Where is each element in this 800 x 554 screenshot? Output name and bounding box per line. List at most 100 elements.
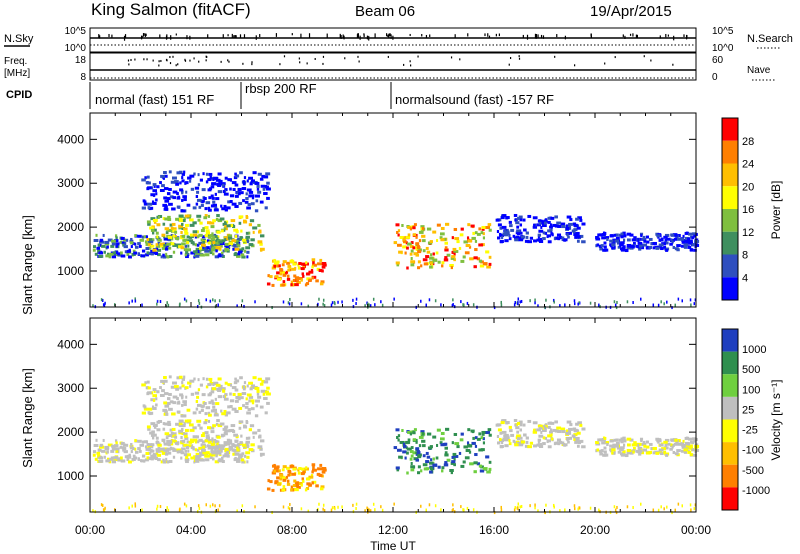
- velocity-cell: [167, 443, 172, 447]
- nsky-sample: [123, 35, 126, 41]
- velocity-cell: [213, 413, 219, 417]
- power-cell: [231, 202, 237, 206]
- power-cell: [516, 237, 522, 241]
- power-cell: [92, 245, 97, 249]
- power-cell: [167, 246, 172, 250]
- velocity-cell: [123, 447, 127, 451]
- power-cell: [614, 239, 620, 243]
- power-cell: [355, 297, 358, 301]
- power-cell: [229, 178, 233, 182]
- nsky-sample: [259, 34, 261, 38]
- power-cell: [202, 227, 205, 231]
- power-cell: [508, 220, 512, 224]
- velocity-cell: [655, 437, 660, 441]
- nsky-sample: [667, 34, 669, 37]
- power-cell: [374, 303, 376, 307]
- power-cell: [229, 194, 235, 198]
- velocity-cell: [190, 444, 194, 448]
- power-cell: [410, 241, 414, 245]
- velocity-cell: [488, 460, 492, 464]
- power-cell: [407, 225, 412, 229]
- power-cell: [112, 251, 116, 255]
- power-cell: [428, 298, 431, 302]
- power-cell: [688, 241, 694, 245]
- velocity-cell: [171, 412, 176, 416]
- x-tick-label: 20:00: [580, 523, 610, 537]
- velocity-cell: [152, 406, 157, 410]
- velocity-cell: [533, 428, 536, 432]
- power-cell: [176, 171, 180, 175]
- velocity-cell: [225, 451, 230, 455]
- power-cell: [650, 242, 655, 246]
- velocity-cell: [263, 380, 269, 384]
- power-cell: [226, 206, 231, 210]
- power-cell: [352, 298, 354, 302]
- velocity-cell: [567, 440, 570, 444]
- velocity-cell: [167, 451, 172, 455]
- power-cell: [183, 170, 186, 174]
- velocity-cell: [162, 460, 167, 464]
- velocity-cell: [211, 387, 217, 391]
- power-cell: [197, 299, 200, 303]
- velocity-cell: [171, 434, 177, 438]
- power-cell: [566, 215, 572, 219]
- velocity-cell: [663, 440, 668, 444]
- power-cell: [369, 304, 372, 308]
- power-cell: [217, 254, 222, 258]
- velocity-cell: [577, 440, 582, 444]
- power-cell: [153, 184, 156, 188]
- velocity-cell: [565, 431, 570, 435]
- velocity-cell: [145, 386, 148, 390]
- power-cell: [289, 259, 295, 263]
- power-cell: [432, 230, 437, 234]
- velocity-cell: [397, 438, 400, 442]
- power-cell: [512, 234, 516, 238]
- power-cell: [156, 185, 160, 189]
- velocity-cell: [201, 393, 206, 397]
- power-cell: [217, 172, 222, 176]
- velocity-cell: [656, 439, 661, 443]
- velocity-cell: [280, 475, 285, 479]
- power-cell: [214, 234, 218, 238]
- velocity-cell: [227, 439, 233, 443]
- velocity-cell: [183, 502, 186, 506]
- velocity-cell: [112, 456, 116, 460]
- power-cell: [175, 182, 179, 186]
- power-cell: [216, 230, 221, 234]
- power-cell: [425, 246, 429, 250]
- velocity-cell: [294, 481, 300, 485]
- velocity-cell: [257, 428, 261, 432]
- power-cell: [147, 222, 151, 226]
- velocity-cell: [141, 411, 146, 415]
- velocity-cell: [137, 447, 141, 451]
- power-cell: [640, 246, 645, 250]
- power-cell: [224, 242, 229, 246]
- velocity-cell: [614, 508, 617, 512]
- power-cell: [141, 178, 146, 182]
- power-cell: [243, 304, 245, 308]
- power-cell: [626, 232, 632, 236]
- y-tick-label: 1000: [57, 264, 84, 278]
- power-cell: [179, 181, 182, 185]
- velocity-cell: [241, 392, 247, 396]
- velocity-cell: [164, 410, 168, 414]
- velocity-cell: [237, 392, 242, 396]
- power-cell: [244, 240, 249, 244]
- velocity-cell: [524, 444, 530, 448]
- power-cell: [97, 243, 101, 247]
- velocity-cell: [429, 470, 433, 474]
- power-cell: [218, 240, 223, 244]
- power-cell: [150, 217, 156, 221]
- velocity-cell: [640, 439, 643, 443]
- power-cell: [567, 235, 570, 239]
- velocity-cell: [495, 423, 500, 427]
- velocity-cell: [233, 458, 238, 462]
- velocity-cell: [279, 473, 284, 477]
- velocity-cell: [166, 397, 171, 401]
- power-cell: [157, 248, 162, 252]
- velocity-cell: [429, 461, 434, 465]
- power-cell: [271, 306, 273, 310]
- power-cell: [670, 233, 676, 237]
- freq-sample: [322, 55, 325, 58]
- power-cell: [513, 213, 518, 217]
